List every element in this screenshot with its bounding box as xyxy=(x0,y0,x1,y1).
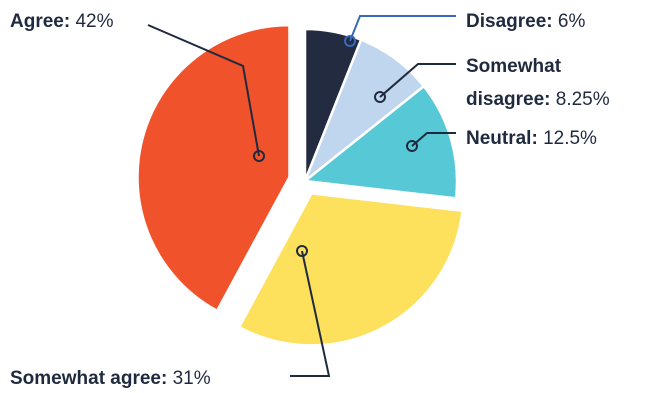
label-somewhat-agree-name: Somewhat agree: xyxy=(10,368,168,389)
label-somewhat-agree-value: 31% xyxy=(172,368,211,389)
leader-marker-agree xyxy=(253,150,265,162)
pie-slice-agree xyxy=(136,23,291,313)
label-disagree: Disagree: 6% xyxy=(466,10,585,34)
leader-marker-somewhat-disagree xyxy=(374,91,386,103)
leader-line-somewhat-disagree xyxy=(379,63,456,98)
label-somewhat-disagree-name-2: disagree: xyxy=(466,89,551,110)
label-agree-name: Agree: xyxy=(10,11,71,32)
leader-line-somewhat-agree xyxy=(290,250,331,377)
leader-line-agree xyxy=(147,24,260,157)
label-neutral-value: 12.5% xyxy=(543,128,597,149)
label-neutral: Neutral: 12.5% xyxy=(466,127,597,151)
leader-line-neutral xyxy=(411,132,456,147)
label-agree: Agree: 42% xyxy=(10,10,114,34)
label-disagree-value: 6% xyxy=(557,11,586,32)
pie-slice-neutral xyxy=(303,84,459,200)
leader-marker-somewhat-agree xyxy=(296,245,308,257)
label-somewhat-disagree-line1: Somewhat xyxy=(466,55,561,79)
label-somewhat-agree: Somewhat agree: 31% xyxy=(10,367,211,391)
label-somewhat-disagree-line2: disagree: 8.25% xyxy=(466,88,610,112)
pie-slice-somewhat-agree xyxy=(237,192,464,347)
label-somewhat-disagree-value: 8.25% xyxy=(555,89,610,110)
leader-marker-disagree xyxy=(344,35,356,47)
leader-marker-neutral xyxy=(406,140,418,152)
leader-line-disagree xyxy=(349,15,456,42)
label-agree-value: 42% xyxy=(75,11,114,32)
label-neutral-name: Neutral: xyxy=(466,128,538,149)
label-somewhat-disagree-name-1: Somewhat xyxy=(466,56,562,77)
label-disagree-name: Disagree: xyxy=(466,11,553,32)
